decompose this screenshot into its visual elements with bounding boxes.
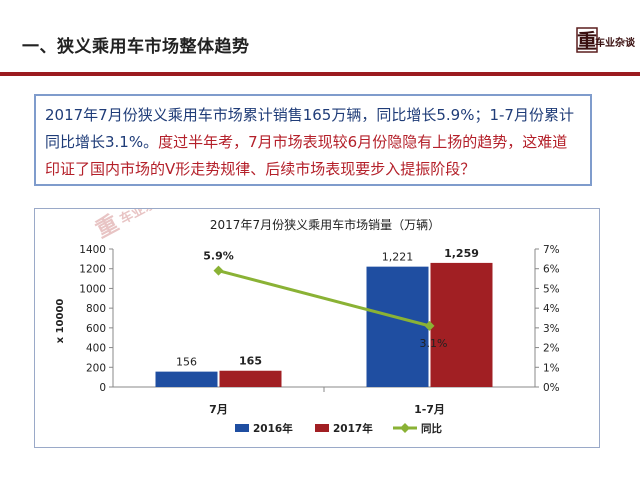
summary-box: 2017年7月份狭义乘用车市场累计销售165万辆，同比增长5.9%；1-7月份累… [34, 94, 592, 186]
yoy-data-label: 3.1% [420, 337, 448, 350]
logo-mark: 重 [577, 29, 597, 53]
chart-watermark: 重 车业杂谈 [92, 189, 172, 244]
yoy-data-label: 5.9% [203, 250, 234, 263]
yoy-line [218, 269, 430, 328]
y-tick-label: 1200 [79, 264, 106, 276]
legend-label: 2017年 [333, 422, 373, 435]
y2-tick-label: 6% [543, 264, 560, 276]
watermark-text: 车业杂谈 [117, 209, 171, 228]
y-tick-label: 0 [99, 382, 106, 394]
page-title: 一、狭义乘用车市场整体趋势 [22, 37, 250, 57]
bar-2016 [155, 371, 218, 387]
legend-swatch-marker [400, 423, 410, 433]
logo-text: 车业杂谈 [595, 36, 635, 49]
y2-tick-label: 7% [543, 244, 560, 256]
legend-label: 2016年 [253, 422, 293, 435]
x-tick-label: 1-7月 [414, 403, 445, 416]
bar-data-label: 1,259 [444, 247, 479, 260]
y2-tick-label: 4% [543, 303, 560, 315]
y2-tick-label: 3% [543, 323, 560, 335]
chart-panel: 重 车业杂谈 2017年7月份狭义乘用车市场销量（万辆） x 10000 0 20… [34, 189, 600, 448]
title-divider [0, 72, 640, 76]
logo-frame [576, 27, 598, 53]
chart-title: 2017年7月份狭义乘用车市场销量（万辆） [210, 217, 440, 232]
yoy-point [424, 320, 435, 331]
legend-swatch [235, 424, 249, 432]
bar-data-label: 165 [239, 355, 262, 368]
sales-chart: 重 车业杂谈 2017年7月份狭义乘用车市场销量（万辆） x 10000 0 20… [55, 189, 560, 435]
legend-label: 同比 [421, 422, 442, 435]
yoy-point [213, 265, 224, 276]
bar-2017 [219, 370, 282, 387]
summary-text-part1: 2017年7月份狭义乘用车市场累计销售165万辆，同比增长5.9%；1-7月份累… [45, 106, 574, 151]
bar-data-label: 1,221 [382, 251, 414, 264]
y-axis-label: x 10000 [55, 299, 66, 344]
y-tick-label: 200 [86, 362, 106, 374]
y-tick-label: 1000 [79, 283, 106, 295]
y-tick-label: 1400 [79, 244, 106, 256]
bar-2017 [430, 262, 493, 387]
y-tick-label: 600 [86, 323, 106, 335]
logo: 重 车业杂谈 [576, 27, 635, 53]
x-tick-label: 7月 [209, 403, 228, 416]
y2-tick-label: 5% [543, 283, 560, 295]
bar-data-label: 156 [176, 356, 197, 369]
summary-text-part2: 度过半年考，7月市场表现较6月份隐隐有上扬的趋势，这难道印证了国内市场的V形走势… [45, 133, 568, 178]
plot-area: 0 200 400 600 800 1000 1200 1400 0% 1% 2% 3% 4% 5% 6% 7… [79, 244, 559, 435]
legend-swatch [315, 424, 329, 432]
y2-tick-label: 2% [543, 343, 560, 355]
y2-tick-label: 1% [543, 362, 560, 374]
y2-tick-label: 0% [543, 382, 560, 394]
y-tick-label: 800 [86, 303, 106, 315]
bar-2016 [366, 266, 429, 387]
y-tick-label: 400 [86, 343, 106, 355]
